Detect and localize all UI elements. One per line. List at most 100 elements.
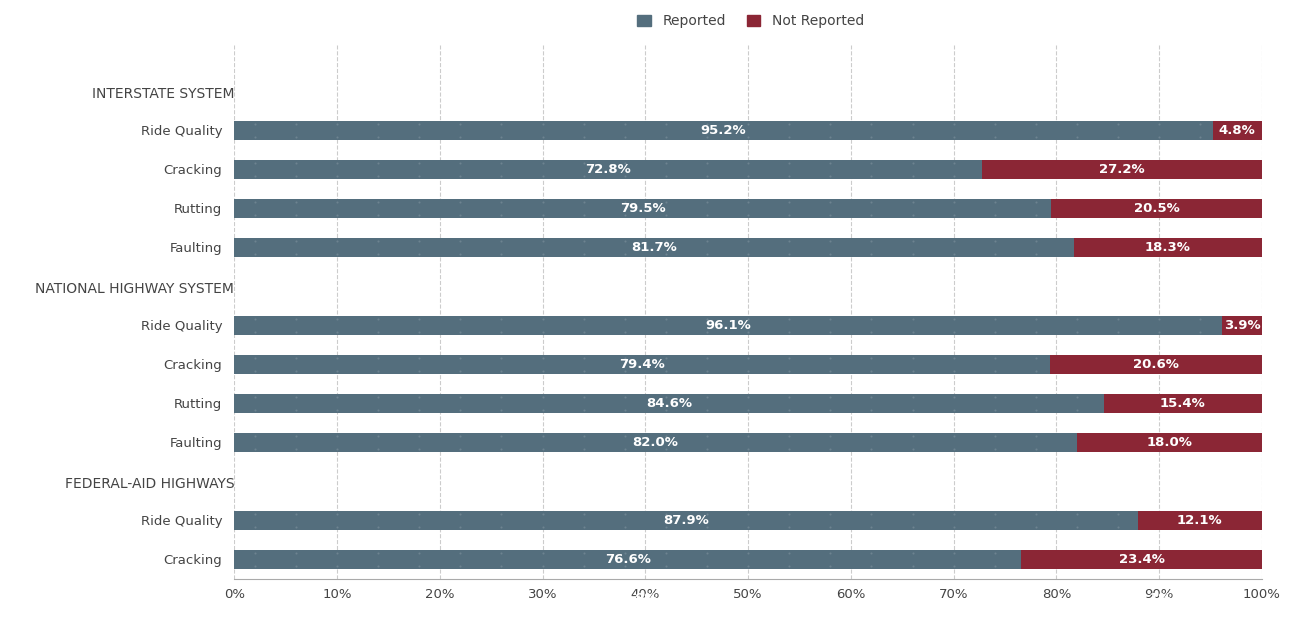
Point — [532, 118, 553, 128]
Point — [285, 405, 306, 415]
Point — [450, 197, 471, 207]
Point — [779, 586, 800, 597]
Point — [285, 392, 306, 402]
Point — [1190, 118, 1211, 128]
Point — [861, 235, 882, 245]
Text: 79.4%: 79.4% — [619, 358, 665, 371]
Point — [779, 210, 800, 220]
Point — [490, 600, 511, 610]
Point — [1025, 118, 1046, 128]
Text: 72.8%: 72.8% — [585, 163, 631, 176]
Point — [1107, 132, 1128, 142]
Point — [738, 600, 758, 610]
Text: 77.9%: 77.9% — [611, 591, 657, 605]
Point — [327, 327, 347, 337]
Point — [656, 600, 677, 610]
Point — [902, 352, 922, 363]
Point — [1107, 314, 1128, 324]
Point — [738, 626, 758, 636]
Point — [861, 249, 882, 259]
Point — [327, 586, 347, 597]
Point — [327, 509, 347, 519]
Point — [861, 158, 882, 168]
Point — [368, 235, 389, 245]
Point — [656, 132, 677, 142]
Point — [656, 158, 677, 168]
Point — [985, 132, 1006, 142]
Point — [450, 171, 471, 181]
Point — [656, 444, 677, 454]
Bar — [234, 394, 1103, 413]
Point — [368, 626, 389, 636]
Point — [696, 249, 717, 259]
Point — [985, 431, 1006, 441]
Point — [902, 235, 922, 245]
Point — [696, 522, 717, 532]
Point — [943, 600, 964, 610]
Point — [738, 392, 758, 402]
Bar — [234, 432, 1077, 452]
Point — [409, 600, 429, 610]
Point — [779, 235, 800, 245]
Point — [1067, 405, 1088, 415]
Point — [902, 314, 922, 324]
Point — [245, 431, 265, 441]
Point — [245, 132, 265, 142]
Point — [574, 197, 595, 207]
Point — [532, 444, 553, 454]
Text: 22.7%: 22.7% — [1123, 631, 1168, 636]
Point — [285, 132, 306, 142]
Point — [1190, 327, 1211, 337]
Point — [327, 548, 347, 558]
Text: 77.3%: 77.3% — [609, 631, 654, 636]
Point — [943, 626, 964, 636]
Point — [532, 509, 553, 519]
Point — [574, 561, 595, 571]
Point — [409, 444, 429, 454]
Point — [368, 586, 389, 597]
Point — [779, 118, 800, 128]
Point — [820, 586, 840, 597]
Point — [943, 132, 964, 142]
Point — [656, 522, 677, 532]
Point — [861, 366, 882, 376]
Point — [574, 210, 595, 220]
Point — [943, 366, 964, 376]
Text: 3.9%: 3.9% — [1224, 319, 1261, 332]
Bar — [1213, 121, 1262, 140]
Point — [368, 522, 389, 532]
Point — [1025, 405, 1046, 415]
Point — [327, 366, 347, 376]
Point — [327, 118, 347, 128]
Point — [861, 327, 882, 337]
Point — [779, 158, 800, 168]
Bar — [1029, 628, 1262, 636]
Bar — [234, 511, 1137, 530]
Point — [902, 626, 922, 636]
Point — [902, 561, 922, 571]
Point — [902, 118, 922, 128]
Text: 23.4%: 23.4% — [1119, 553, 1164, 566]
Point — [368, 352, 389, 363]
Point — [245, 352, 265, 363]
Point — [985, 522, 1006, 532]
Point — [532, 548, 553, 558]
Point — [985, 392, 1006, 402]
Point — [614, 249, 635, 259]
Point — [943, 548, 964, 558]
Point — [368, 118, 389, 128]
Text: 82.0%: 82.0% — [632, 436, 679, 449]
Point — [1025, 431, 1046, 441]
Point — [614, 509, 635, 519]
Point — [779, 548, 800, 558]
Point — [285, 327, 306, 337]
Point — [943, 352, 964, 363]
Point — [902, 509, 922, 519]
Point — [245, 509, 265, 519]
Point — [1025, 509, 1046, 519]
Point — [861, 561, 882, 571]
Point — [738, 444, 758, 454]
Point — [820, 158, 840, 168]
Point — [779, 561, 800, 571]
Point — [409, 132, 429, 142]
